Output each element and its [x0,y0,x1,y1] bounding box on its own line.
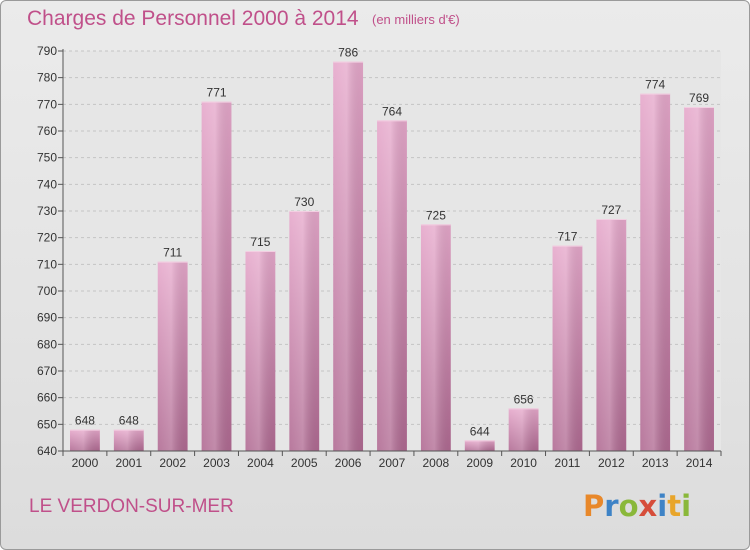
data-label: 648 [75,414,95,428]
logo-letter: i [681,489,692,523]
logo-letter: x [638,489,658,523]
logo-letter: P [583,489,605,523]
logo-letter: t [667,489,682,523]
bar-shine [377,120,407,451]
bar-shine [333,61,364,452]
data-labels: 648 648 711 771 715 730 786 764 725 644 656 717 727 7… [75,46,709,439]
x-tick-label: 2005 [291,456,318,470]
bar-shine [157,261,188,451]
y-tick-label: 730 [37,204,57,218]
data-label: 730 [294,195,314,209]
x-tick-label: 2012 [598,456,625,470]
y-tick-label: 660 [37,391,57,405]
bar-shine [420,224,451,451]
bar-shine [596,219,627,451]
y-tick-label: 710 [37,257,57,271]
bar-shine [245,251,276,451]
x-tick-label: 2008 [423,456,450,470]
x-tick-label: 2002 [159,456,186,470]
data-label: 644 [470,424,490,438]
y-tick-label: 690 [37,311,57,325]
x-tick-label: 2011 [555,456,581,470]
chart-title: Charges de Personnel 2000 à 2014 [27,7,359,30]
x-tick-label: 2013 [642,456,669,470]
y-tick-label: 790 [37,44,57,58]
data-label: 774 [645,78,665,92]
bar-shine [464,440,495,451]
proxiti-logo[interactable]: Proxiti [583,489,691,523]
x-tick-label: 2009 [466,456,493,470]
bar-shine [552,245,583,451]
data-label: 769 [689,91,709,105]
y-axis: 640 650 660 670 680 690 700 710 720 730 740 750 760 7… [37,44,64,458]
y-tick-label: 680 [37,337,57,351]
x-tick-label: 2010 [510,456,537,470]
bar-shine [201,101,232,452]
data-label: 715 [250,235,270,249]
bar-shine [684,107,714,451]
bar-shine [70,429,100,451]
bar-shine [113,429,144,451]
data-label: 717 [557,230,577,244]
y-tick-label: 700 [37,284,57,298]
data-label: 764 [382,104,402,118]
y-tick-label: 750 [37,151,57,165]
data-label: 727 [601,203,621,217]
x-tick-label: 2000 [72,456,99,470]
data-label: 648 [119,414,139,428]
logo-letter: i [657,489,668,523]
x-axis: 2000 2001 2002 2003 2004 2005 2006 2007 2008 2009… [62,450,722,470]
bar-shine [508,408,539,451]
x-tick-label: 2003 [203,456,230,470]
commune-name: LE VERDON-SUR-MER [29,496,234,517]
y-tick-label: 670 [37,364,57,378]
y-tick-label: 740 [37,177,57,191]
data-label: 725 [426,208,446,222]
x-tick-label: 2014 [686,456,713,470]
y-tick-label: 650 [37,417,57,431]
bar-shine [289,211,320,451]
chart-subtitle: (en milliers d'€) [372,12,460,27]
x-tick-label: 2007 [379,456,406,470]
data-label: 711 [163,246,182,260]
bar-shine [640,93,671,452]
x-tick-label: 2001 [115,456,142,470]
x-tick-label: 2006 [335,456,362,470]
y-tick-label: 780 [37,71,57,85]
y-tick-label: 640 [37,444,57,458]
data-label: 771 [207,86,227,100]
y-tick-label: 760 [37,124,57,138]
bars [70,61,714,452]
data-label: 656 [514,392,534,406]
data-label: 786 [338,46,358,60]
x-tick-label: 2004 [247,456,274,470]
y-tick-label: 770 [37,97,57,111]
logo-letter: r [604,489,619,523]
y-tick-label: 720 [37,231,57,245]
logo-letter: o [618,489,639,523]
